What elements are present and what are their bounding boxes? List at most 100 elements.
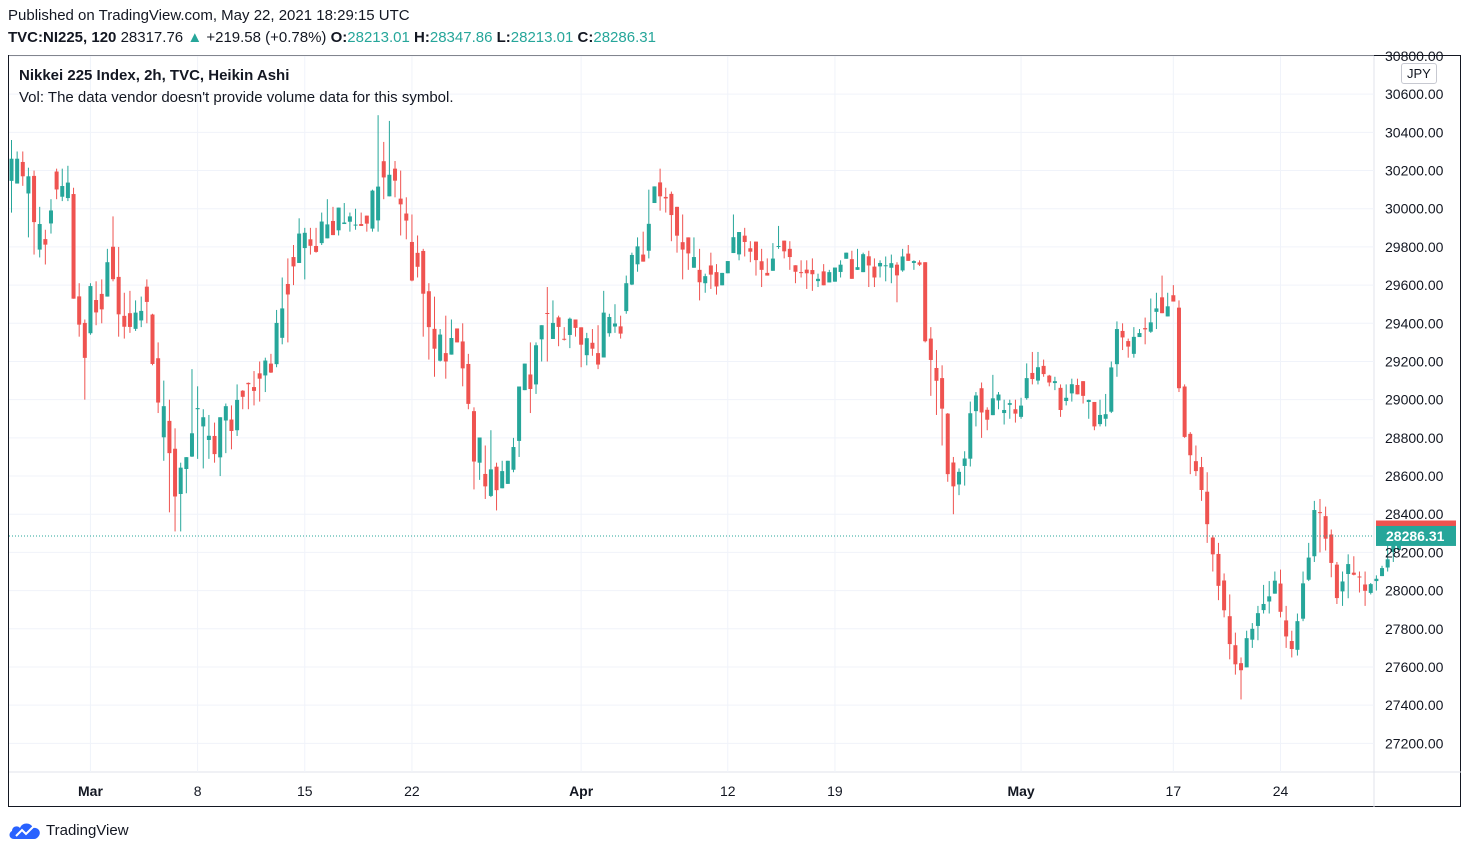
candle-body: [1182, 386, 1187, 437]
candle-body: [1120, 330, 1125, 338]
time-tick-label: 22: [404, 783, 420, 799]
candle-body: [432, 328, 437, 349]
price-tick-label: 30600.00: [1385, 86, 1444, 102]
candle-body: [347, 216, 352, 222]
candle-body: [686, 237, 691, 254]
candle-body: [1024, 378, 1029, 399]
candle-body: [494, 466, 499, 491]
candle-body: [1239, 663, 1244, 671]
candle-body: [1081, 381, 1086, 396]
candle-body: [460, 341, 465, 369]
candle-body: [821, 271, 826, 286]
candle-body: [957, 471, 962, 485]
candle-body: [409, 241, 414, 281]
candle-body: [528, 374, 533, 389]
candle-body: [601, 312, 606, 358]
candle-body: [393, 168, 398, 181]
candle-body: [1007, 403, 1012, 405]
candle-body: [421, 250, 426, 294]
candle-body: [1233, 645, 1238, 665]
price-tick-label: 30400.00: [1385, 124, 1444, 140]
candle-body: [1176, 307, 1181, 389]
candle-body: [979, 388, 984, 413]
candle-body: [714, 272, 719, 287]
candle-body: [1143, 328, 1148, 330]
candle-body: [1114, 329, 1119, 365]
candle-body: [381, 161, 386, 178]
candle-body: [866, 256, 871, 266]
price-tick-label: 28400.00: [1385, 506, 1444, 522]
candle-body: [708, 265, 713, 275]
candle-body: [753, 241, 758, 261]
candle-body: [923, 262, 928, 342]
candle-body: [985, 409, 990, 420]
candle-body: [1041, 365, 1046, 375]
candle-body: [54, 171, 59, 190]
candle-body: [703, 276, 708, 284]
currency-unit-button[interactable]: JPY: [1401, 63, 1437, 84]
candle-body: [376, 186, 381, 221]
candle-body: [127, 313, 132, 327]
time-tick-label: Apr: [569, 783, 594, 799]
candle-body: [669, 193, 674, 216]
price-tick-label: 27400.00: [1385, 697, 1444, 713]
price-tick-label: 27800.00: [1385, 621, 1444, 637]
candle-body: [720, 272, 725, 286]
candle-body: [968, 413, 973, 459]
candle-body: [189, 433, 194, 457]
candle-body: [1374, 578, 1379, 582]
candle-body: [246, 382, 251, 385]
candle-body: [336, 207, 341, 231]
candle-body: [1013, 409, 1018, 414]
candle-body: [274, 322, 279, 365]
candle-body: [297, 233, 302, 263]
candle-body: [229, 419, 234, 431]
candle-body: [534, 345, 539, 385]
candle-body: [167, 420, 172, 454]
published-note: Published on TradingView.com, May 22, 20…: [8, 7, 410, 24]
candle-body: [1092, 401, 1097, 427]
candle-body: [1380, 568, 1385, 577]
candle-body: [1301, 583, 1306, 619]
candle-body: [765, 272, 770, 276]
candle-body: [652, 186, 657, 204]
candle-body: [280, 308, 285, 338]
symbol-label[interactable]: TVC:NI225, 120: [8, 29, 117, 46]
candle-body: [940, 378, 945, 409]
candle-body: [133, 312, 138, 329]
candles: [9, 115, 1401, 700]
candle-body: [364, 215, 369, 224]
candle-body: [37, 224, 42, 250]
candle-body: [1357, 576, 1362, 578]
candle-body: [697, 269, 702, 283]
candle-body: [607, 317, 612, 334]
candle-body: [827, 272, 832, 283]
candle-body: [212, 435, 217, 455]
candle-body: [99, 293, 104, 310]
candle-body: [314, 245, 319, 252]
candle-body: [387, 174, 392, 197]
candle-body: [1098, 414, 1103, 425]
candle-body: [257, 373, 262, 379]
candle-body: [483, 473, 488, 487]
candle-body: [725, 261, 730, 274]
candle-body: [872, 266, 877, 278]
candle-body: [562, 338, 567, 340]
time-tick-label: 17: [1166, 783, 1182, 799]
candle-body: [1205, 491, 1210, 525]
candle-body: [398, 198, 403, 205]
candle-body: [43, 239, 48, 245]
open-label: O:: [330, 29, 348, 46]
candle-body: [201, 417, 206, 427]
candle-body: [539, 325, 544, 340]
candle-body: [319, 221, 324, 244]
candle-body: [252, 387, 257, 391]
candle-body: [1250, 628, 1255, 640]
time-tick-label: Mar: [78, 783, 103, 799]
tradingview-logo[interactable]: TradingView: [8, 820, 129, 840]
high-value: 28347.86: [429, 29, 493, 46]
candle-body: [325, 224, 330, 239]
candle-body: [60, 186, 65, 197]
candle-body: [471, 411, 476, 462]
